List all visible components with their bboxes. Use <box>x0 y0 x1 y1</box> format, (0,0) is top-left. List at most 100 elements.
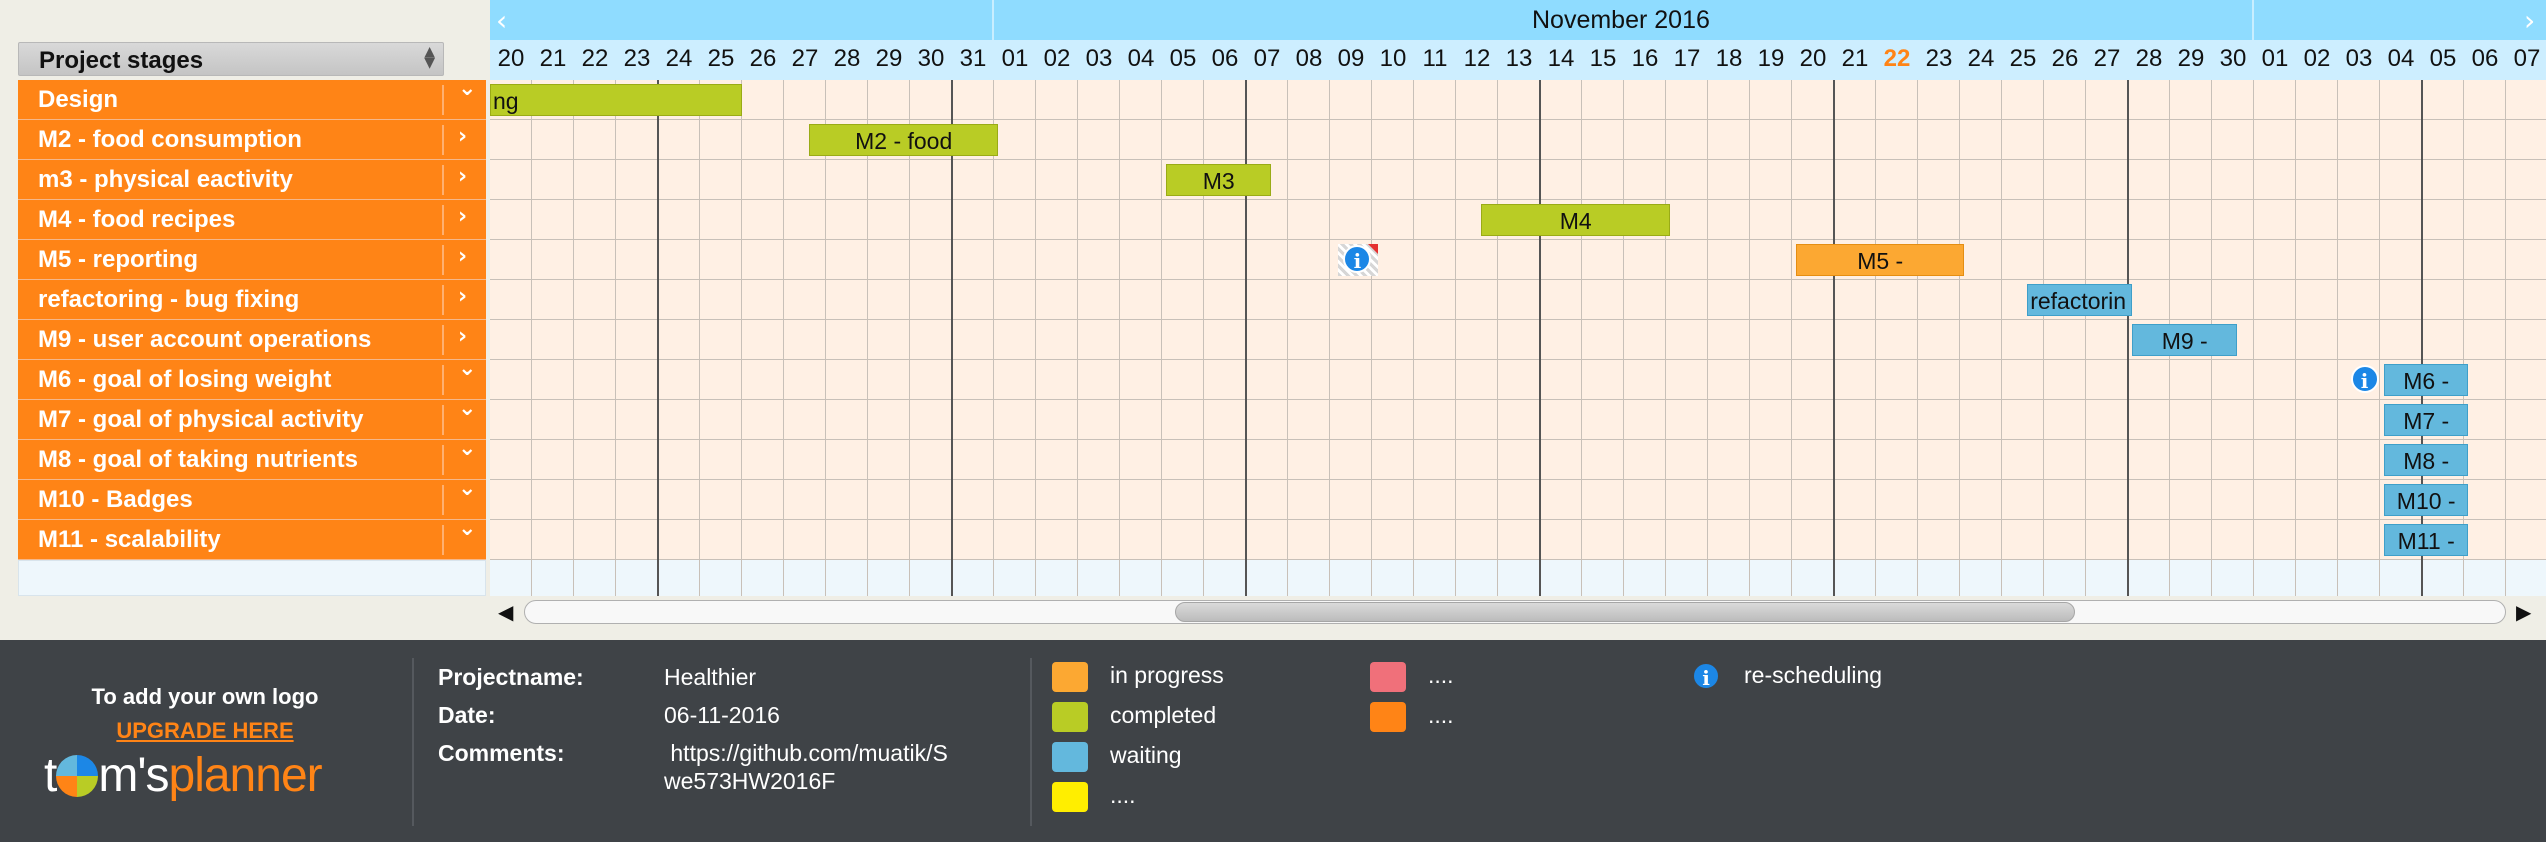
gantt-row[interactable] <box>490 440 2546 480</box>
day-label: 18 <box>1715 45 1743 72</box>
prev-month-arrow-icon[interactable]: ‹ <box>496 4 508 37</box>
chevron-right-icon[interactable]: › <box>458 244 468 269</box>
chevron-down-icon[interactable]: ⌄ <box>458 516 477 541</box>
grid-column-line <box>2253 80 2254 596</box>
gantt-row[interactable] <box>490 520 2546 560</box>
gantt-row[interactable] <box>490 280 2546 320</box>
task-bar[interactable]: ng <box>490 84 742 116</box>
stage-row[interactable]: M10 - Badges ⌄ <box>18 476 486 520</box>
stage-row[interactable]: M6 - goal of losing weight ⌄ <box>18 356 486 400</box>
stage-row-divider <box>442 125 444 155</box>
task-bar[interactable]: M3 <box>1166 164 1272 196</box>
day-label: 28 <box>833 45 861 72</box>
day-label: 04 <box>1127 45 1155 72</box>
chevron-down-icon[interactable]: ⌄ <box>458 76 477 101</box>
task-bar[interactable]: M6 - <box>2384 364 2469 396</box>
task-bar[interactable]: refactorin <box>2027 284 2133 316</box>
stage-row[interactable]: M7 - goal of physical activity ⌄ <box>18 396 486 440</box>
scroll-right-arrow-icon[interactable]: ▶ <box>2516 600 2532 624</box>
task-bar[interactable]: M2 - food <box>809 124 999 156</box>
grid-column-line <box>825 80 826 596</box>
next-month-arrow-icon[interactable]: › <box>2524 4 2536 37</box>
gantt-row[interactable] <box>490 80 2546 120</box>
stage-row-divider <box>442 325 444 355</box>
stages-header[interactable]: Project stages ▲ ▼ <box>18 42 444 76</box>
grid-column-line <box>2505 80 2506 596</box>
task-bar[interactable]: M4 <box>1481 204 1671 236</box>
chevron-right-icon[interactable]: › <box>458 204 468 229</box>
day-label: 27 <box>2093 45 2121 72</box>
stage-row[interactable]: Design ⌄ <box>18 76 486 120</box>
gantt-row[interactable] <box>490 480 2546 520</box>
grid-column-line <box>615 80 616 596</box>
task-bar[interactable]: M11 - <box>2384 524 2469 556</box>
stage-label: M10 - Badges <box>38 486 193 513</box>
chevron-right-icon[interactable]: › <box>458 124 468 149</box>
day-label: 06 <box>1211 45 1239 72</box>
gantt-row[interactable] <box>490 120 2546 160</box>
legend-label: .... <box>1428 702 1454 728</box>
task-bar[interactable]: M9 - <box>2132 324 2238 356</box>
stage-row-divider <box>442 365 444 395</box>
stage-row[interactable]: M2 - food consumption › <box>18 120 486 160</box>
legend-swatch <box>1370 662 1406 692</box>
date-value: 06-11-2016 <box>664 702 780 728</box>
day-label: 24 <box>1967 45 1995 72</box>
stage-label: M8 - goal of taking nutrients <box>38 446 359 473</box>
footer: To add your own logo UPGRADE HERE t m'spl… <box>0 640 2546 842</box>
grid-column-line <box>1707 80 1708 596</box>
day-label: 27 <box>791 45 819 72</box>
scroll-track[interactable] <box>524 600 2506 624</box>
stage-row[interactable]: refactoring - bug fixing › <box>18 280 486 320</box>
scroll-left-arrow-icon[interactable]: ◀ <box>498 600 514 624</box>
day-label: 26 <box>749 45 777 72</box>
gantt-grid[interactable]: ng M2 - food M3 M4 M5 - refactorin M9 - M6 - M7 … <box>490 80 2546 596</box>
stage-row[interactable]: M8 - goal of taking nutrients ⌄ <box>18 436 486 480</box>
day-label: 15 <box>1589 45 1617 72</box>
day-label: 21 <box>539 45 567 72</box>
chevron-down-icon[interactable]: ⌄ <box>458 356 477 381</box>
stage-row[interactable]: m3 - physical eactivity › <box>18 160 486 200</box>
stage-row-divider <box>442 525 444 555</box>
chevron-right-icon[interactable]: › <box>458 164 468 189</box>
gantt-row[interactable] <box>490 240 2546 280</box>
day-label: 05 <box>2429 45 2457 72</box>
grid-column-line <box>867 80 868 596</box>
grid-column-line <box>573 80 574 596</box>
chevron-right-icon[interactable]: › <box>458 324 468 349</box>
info-icon[interactable]: i <box>2350 365 2379 393</box>
stage-row-divider <box>442 285 444 315</box>
stage-label: Design <box>38 86 119 113</box>
gantt-row[interactable] <box>490 320 2546 360</box>
stage-row[interactable]: M9 - user account operations › <box>18 320 486 360</box>
grid-column-line <box>1245 80 1247 596</box>
stage-row[interactable]: M4 - food recipes › <box>18 200 486 240</box>
task-bar[interactable]: M7 - <box>2384 404 2469 436</box>
legend-swatch <box>1370 702 1406 732</box>
day-label: 26 <box>2051 45 2079 72</box>
info-icon[interactable]: i <box>1343 245 1372 273</box>
stages-panel: Project stages ▲ ▼ Design ⌄ M2 - food consu… <box>0 0 490 640</box>
chevron-down-icon[interactable]: ⌄ <box>458 396 477 421</box>
day-label: 03 <box>1085 45 1113 72</box>
chevron-right-icon[interactable]: › <box>458 284 468 309</box>
grid-column-line <box>2085 80 2086 596</box>
scroll-thumb[interactable] <box>1175 602 2075 622</box>
task-bar[interactable]: M10 - <box>2384 484 2469 516</box>
day-label: 22 <box>1883 45 1911 72</box>
gantt-row[interactable] <box>490 360 2546 400</box>
horizontal-scrollbar[interactable]: ◀ ▶ <box>490 596 2546 632</box>
stage-row[interactable]: M11 - scalability ⌄ <box>18 516 486 560</box>
chevron-down-icon[interactable]: ⌄ <box>458 436 477 461</box>
chevron-down-icon[interactable]: ⌄ <box>458 476 477 501</box>
grid-column-line <box>1035 80 1036 596</box>
gantt-row[interactable] <box>490 160 2546 200</box>
task-bar[interactable]: M5 - <box>1796 244 1965 276</box>
grid-column-line <box>1749 80 1750 596</box>
sort-icon[interactable]: ▲ ▼ <box>424 44 435 71</box>
day-label: 16 <box>1631 45 1659 72</box>
stage-row[interactable]: M5 - reporting › <box>18 240 486 280</box>
upgrade-link[interactable]: UPGRADE HERE <box>116 718 294 743</box>
task-bar[interactable]: M8 - <box>2384 444 2469 476</box>
gantt-row[interactable] <box>490 400 2546 440</box>
